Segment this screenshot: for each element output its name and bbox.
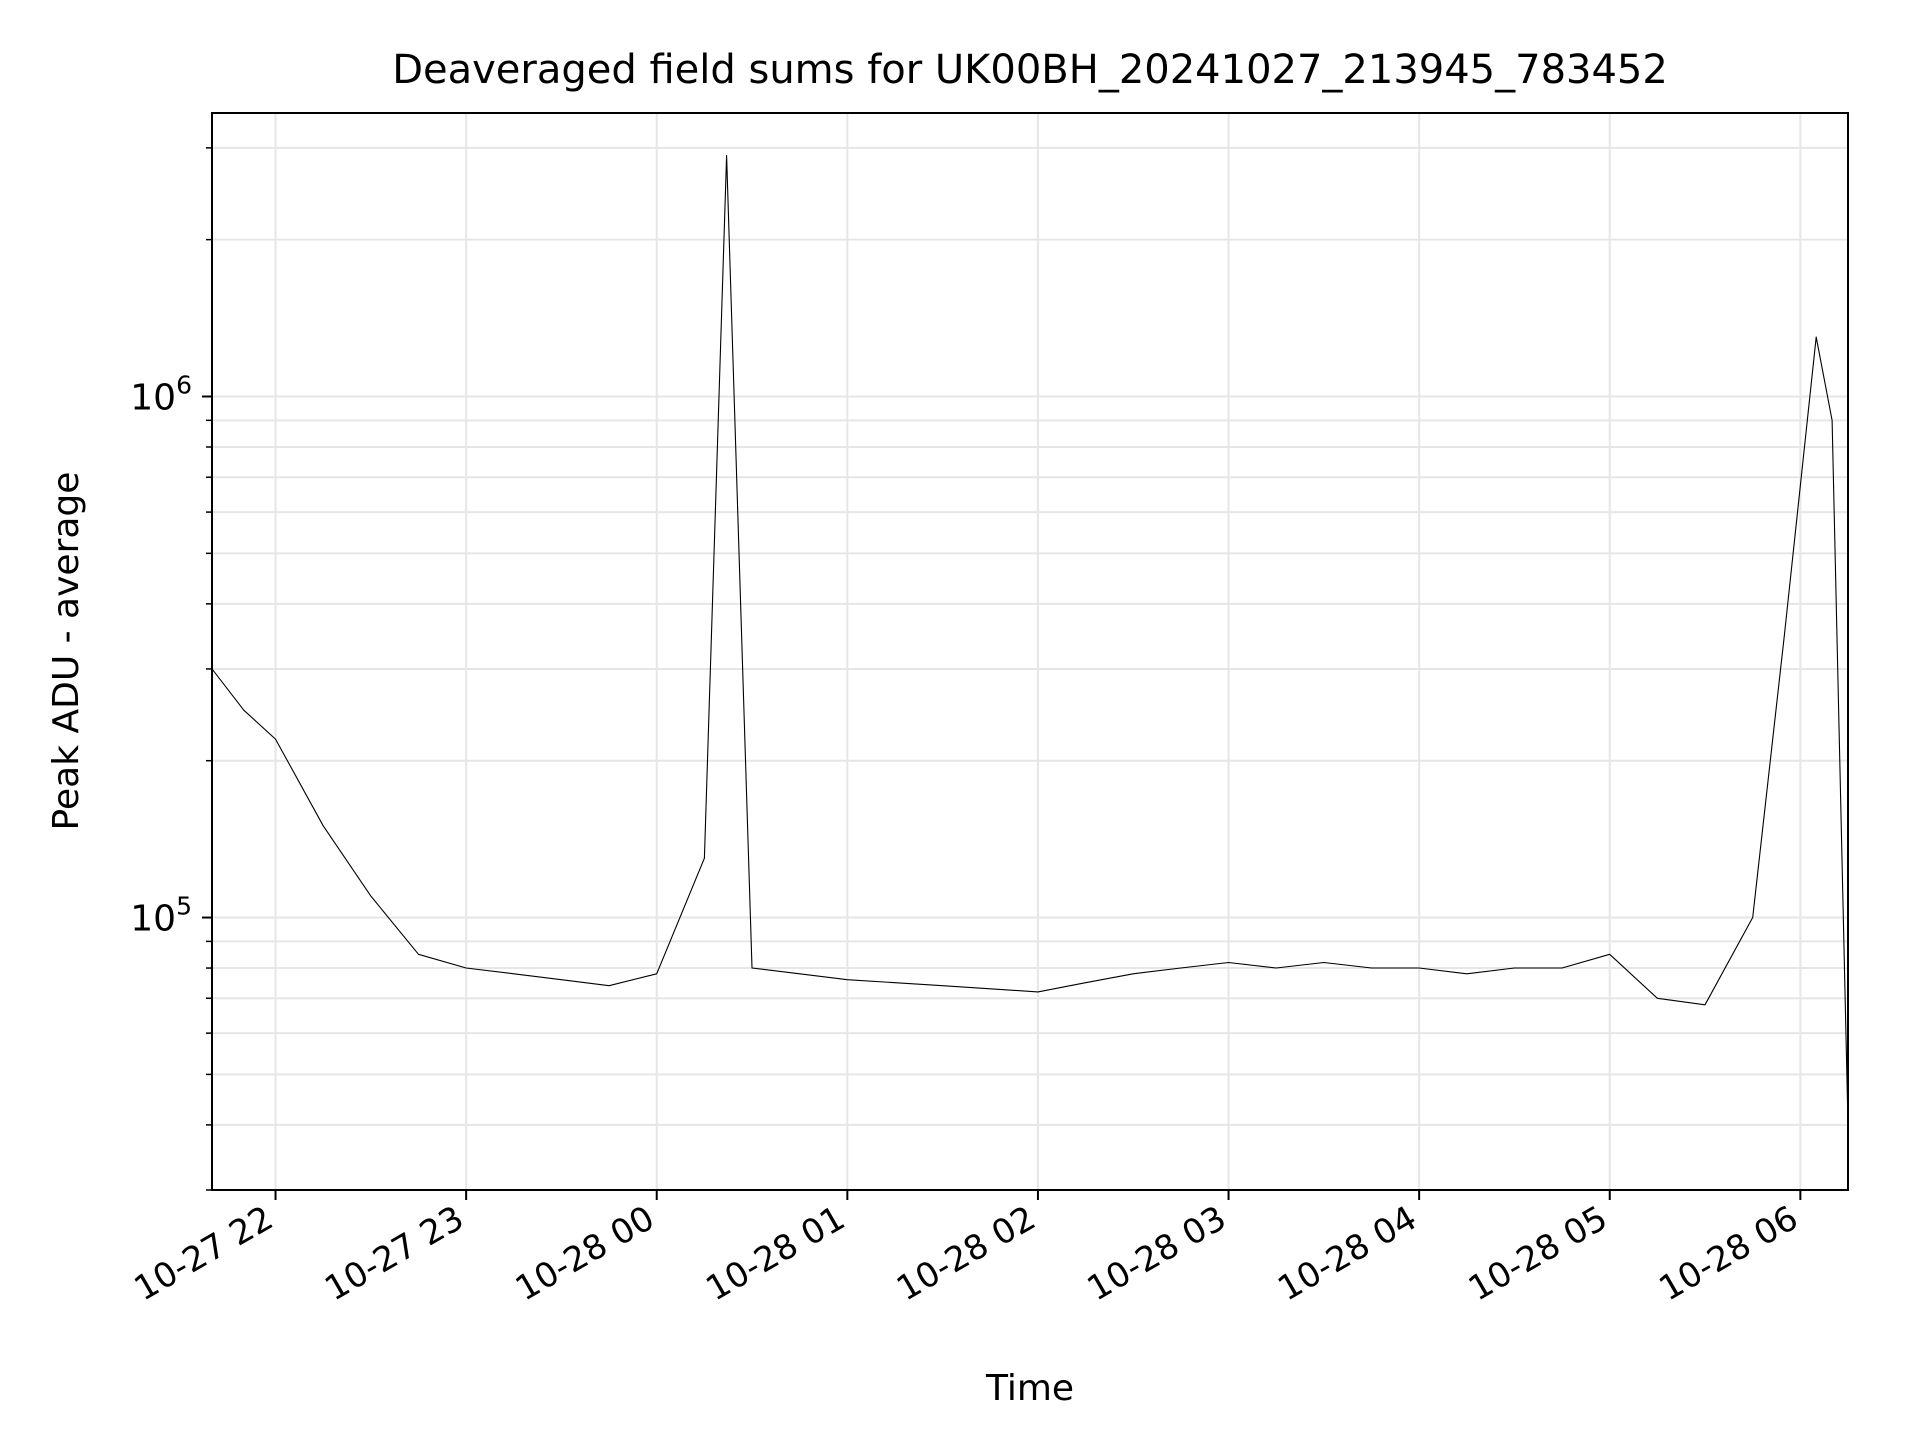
x-axis-label: Time (985, 1368, 1074, 1409)
plot-area (212, 155, 1848, 1125)
grid (212, 113, 1848, 1191)
y-axis-label: Peak ADU - average (46, 472, 87, 831)
chart-title: Deaveraged field sums for UK00BH_2024102… (392, 47, 1668, 93)
series-line (212, 155, 1848, 1125)
y-tick-label: 106 (130, 370, 192, 418)
y-axis: 105 106 (130, 147, 212, 1191)
y-tick-label: 105 (130, 892, 192, 940)
plot-frame (211, 112, 1849, 1191)
